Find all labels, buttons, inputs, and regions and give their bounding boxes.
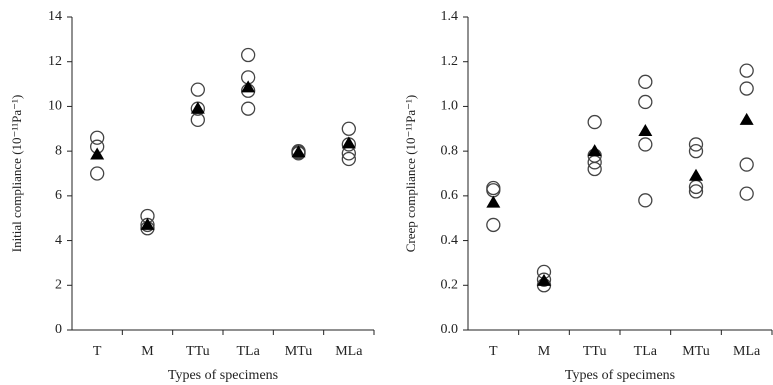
specimen-point xyxy=(536,272,552,287)
x-tick-label: TLa xyxy=(237,344,261,359)
x-tick-label: MTu xyxy=(682,344,710,359)
x-tick-label: TTu xyxy=(186,344,210,359)
x-tick-label: TTu xyxy=(583,344,607,359)
y-tick-label: 1.0 xyxy=(441,99,459,114)
specimen-point xyxy=(190,82,205,97)
specimen-point xyxy=(688,184,704,199)
specimen-point xyxy=(638,74,653,89)
y-axis-title: Initial compliance (10⁻¹¹Pa⁻¹) xyxy=(9,95,24,253)
x-tick-label: T xyxy=(489,344,498,359)
specimen-point xyxy=(341,146,356,161)
specimen-point xyxy=(241,47,256,63)
mean-point xyxy=(638,124,653,137)
y-tick-label: 0.6 xyxy=(441,188,459,203)
specimen-point xyxy=(638,137,653,152)
x-tick-label: M xyxy=(141,344,154,359)
y-tick-label: 0.2 xyxy=(441,278,459,293)
y-tick-label: 12 xyxy=(48,54,62,69)
specimen-point xyxy=(90,166,105,181)
y-tick-label: 0.0 xyxy=(441,322,459,337)
y-tick-label: 10 xyxy=(48,99,62,114)
x-tick-label: M xyxy=(538,344,551,359)
mean-point xyxy=(241,80,256,93)
mean-point xyxy=(291,145,306,158)
specimen-point xyxy=(739,157,754,172)
y-tick-label: 0.8 xyxy=(441,143,459,158)
mean-point xyxy=(190,101,205,114)
x-tick-label: MLa xyxy=(733,344,761,359)
y-tick-label: 2 xyxy=(55,278,62,293)
mean-point xyxy=(739,112,754,125)
y-tick-label: 14 xyxy=(48,9,62,24)
specimen-point xyxy=(638,193,653,208)
specimen-point xyxy=(341,121,356,136)
x-tick-label: T xyxy=(93,344,102,359)
x-axis-title: Types of specimens xyxy=(565,368,675,383)
specimen-point xyxy=(587,161,602,177)
mean-point xyxy=(587,144,602,157)
mean-point xyxy=(486,195,501,208)
specimen-point xyxy=(688,137,704,152)
y-tick-label: 6 xyxy=(55,188,62,203)
x-tick-label: MLa xyxy=(335,344,363,359)
mean-point xyxy=(90,147,105,160)
specimen-point xyxy=(486,217,501,233)
mean-point xyxy=(341,136,356,149)
specimen-point xyxy=(241,101,256,116)
specimen-point xyxy=(90,130,105,145)
x-axis-title: Types of specimens xyxy=(168,368,278,383)
specimen-point xyxy=(739,186,754,201)
y-tick-label: 1.4 xyxy=(441,9,459,24)
specimen-point xyxy=(688,143,704,159)
y-axis-title: Creep compliance (10⁻¹¹Pa⁻¹) xyxy=(403,95,418,253)
mean-point xyxy=(537,273,551,286)
specimen-point xyxy=(587,114,602,130)
x-tick-label: MTu xyxy=(285,344,313,359)
y-tick-label: 4 xyxy=(55,233,62,248)
mean-point xyxy=(689,168,703,181)
mean-point xyxy=(140,217,155,230)
y-tick-label: 0 xyxy=(55,322,62,337)
specimen-point xyxy=(739,63,754,78)
x-tick-label: TLa xyxy=(634,344,658,359)
y-tick-label: 0.4 xyxy=(441,233,459,248)
y-tick-label: 1.2 xyxy=(441,54,459,69)
y-tick-label: 8 xyxy=(55,143,62,158)
specimen-point xyxy=(341,151,356,167)
specimen-point xyxy=(638,94,653,110)
specimen-point xyxy=(739,81,754,96)
